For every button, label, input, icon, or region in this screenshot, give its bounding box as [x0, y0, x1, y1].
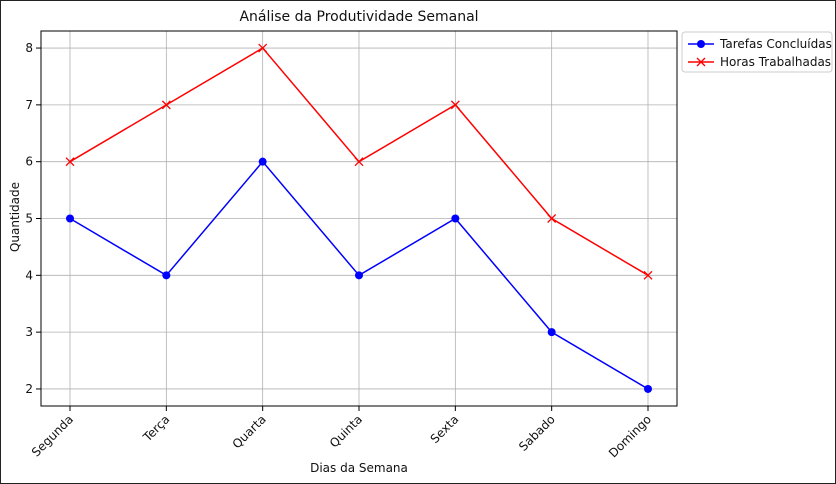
y-tick-label: 4 — [25, 268, 33, 282]
marker-stroke — [354, 157, 364, 167]
x-tick-label: Domingo — [606, 412, 654, 460]
data-point-marker — [162, 271, 171, 280]
marker-stroke — [450, 100, 460, 110]
legend-marker — [696, 57, 706, 67]
x-tick-label: Terça — [140, 412, 173, 445]
x-tick-label: Quinta — [327, 412, 365, 450]
y-tick-label: 2 — [25, 382, 33, 396]
x-axis-label: Dias da Semana — [310, 461, 408, 475]
y-tick-label: 6 — [25, 155, 33, 169]
x-tick-label: Sabado — [516, 412, 558, 454]
data-point-marker — [450, 100, 460, 110]
data-point-marker — [547, 214, 557, 223]
y-axis-label: Quantidade — [8, 182, 22, 252]
marker-stroke — [161, 100, 171, 110]
x-tick-label: Quarta — [230, 412, 269, 451]
legend-label: Horas Trabalhadas — [720, 55, 831, 69]
x-tick-label: Segunda — [29, 412, 76, 459]
y-tick-label: 8 — [25, 41, 33, 55]
y-tick-label: 7 — [25, 98, 33, 112]
marker-stroke — [258, 43, 268, 53]
data-point-marker — [258, 157, 267, 166]
data-point-marker — [547, 328, 556, 337]
legend: Tarefas Concluídas Horas Trabalhadas — [681, 31, 833, 73]
data-point-marker — [643, 270, 653, 280]
y-tick-label: 5 — [25, 212, 33, 226]
marker-stroke — [547, 214, 557, 223]
marker-stroke — [65, 157, 75, 167]
data-point-marker — [66, 214, 74, 223]
x-tick-label: Sexta — [428, 412, 462, 446]
legend-label: Tarefas Concluídas — [719, 37, 832, 51]
marker-stroke — [643, 270, 653, 280]
data-point-marker — [258, 43, 268, 53]
data-point-marker — [65, 157, 75, 167]
data-point-marker — [644, 384, 652, 393]
data-point-marker — [451, 214, 460, 223]
legend-marker — [697, 40, 705, 48]
data-point-marker — [355, 271, 363, 280]
data-point-marker — [161, 100, 171, 110]
legend-box — [681, 31, 833, 73]
data-point-marker — [354, 157, 364, 167]
y-tick-label: 3 — [25, 325, 33, 339]
chart-title: Análise da Produtividade Semanal — [239, 9, 478, 25]
